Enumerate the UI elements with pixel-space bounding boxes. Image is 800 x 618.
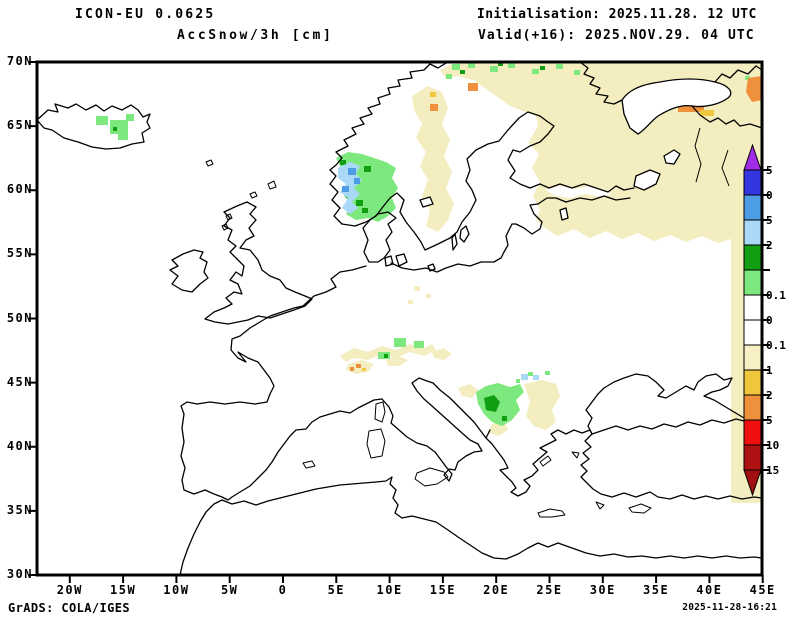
- colorbar-label-0: 5: [766, 164, 773, 177]
- lesbos: [572, 452, 579, 458]
- colorbar-segment-8: [744, 370, 761, 395]
- ireland: [170, 250, 208, 292]
- lat-label-70N: 70N: [0, 54, 33, 68]
- colorbar-segment-4: [744, 270, 761, 295]
- weather-map-page: ICON-EU 0.0625 AccSnow/3h [cm] Initialis…: [0, 0, 800, 618]
- colorbar-label-11: 10: [766, 439, 779, 452]
- west-europe-coast: [181, 266, 382, 500]
- snow-moderate-patches: [113, 62, 545, 421]
- snow-trace-region: [340, 62, 762, 503]
- faroe: [206, 160, 213, 166]
- colorbar-segment-9: [744, 395, 761, 420]
- lat-label-35N: 35N: [0, 503, 33, 517]
- colorbar-label-6: 0: [766, 314, 773, 327]
- colorbar-label-2: 5: [766, 214, 773, 227]
- lon-label-30E: 30E: [581, 583, 625, 597]
- colorbar-label-5: 0.1: [766, 289, 786, 302]
- colorbar-label-12: 15: [766, 464, 779, 477]
- lon-label-5W: 5W: [208, 583, 252, 597]
- gotland: [460, 226, 469, 242]
- colorbar-label-3: 2: [766, 239, 773, 252]
- colorbar-label-1: 0: [766, 189, 773, 202]
- lon-label-40E: 40E: [687, 583, 731, 597]
- colorbar-segment-2: [744, 220, 761, 245]
- lat-label-50N: 50N: [0, 311, 33, 325]
- oland: [452, 234, 457, 250]
- north-africa-coast: [222, 477, 762, 559]
- lon-label-45E: 45E: [741, 583, 785, 597]
- lon-label-15E: 15E: [421, 583, 465, 597]
- euboea: [540, 456, 551, 466]
- funen: [385, 256, 393, 266]
- lon-label-20W: 20W: [48, 583, 92, 597]
- crete: [538, 509, 565, 517]
- colorbar-segment-5: [744, 295, 761, 320]
- colorbar: 5 0 5 2 0.1 0 0.1 1 2 5 10 15: [744, 145, 786, 495]
- lon-label-5E: 5E: [314, 583, 358, 597]
- colorbar-segment-6: [744, 320, 761, 345]
- lat-label-45N: 45N: [0, 375, 33, 389]
- lat-label-65N: 65N: [0, 118, 33, 132]
- sardinia: [367, 429, 385, 458]
- lon-label-0: 0: [261, 583, 305, 597]
- colorbar-label-8: 1: [766, 364, 773, 377]
- lat-label-40N: 40N: [0, 439, 33, 453]
- colorbar-segment-11: [744, 445, 761, 470]
- lon-label-35E: 35E: [634, 583, 678, 597]
- lat-label-30N: 30N: [0, 567, 33, 581]
- colorbar-segment-10: [744, 420, 761, 445]
- mallorca: [303, 461, 315, 468]
- lon-label-25E: 25E: [528, 583, 572, 597]
- shetland: [268, 181, 276, 189]
- colorbar-label-9: 2: [766, 389, 773, 402]
- corsica: [375, 402, 385, 422]
- morocco-atlantic-coast: [180, 500, 222, 575]
- orkney: [250, 192, 257, 198]
- iceland: [37, 104, 150, 149]
- lake-peipus: [560, 208, 568, 220]
- colorbar-segment-7: [744, 345, 761, 370]
- sicily: [415, 468, 448, 486]
- grads-credit: GrADS: COLA/IGES: [8, 601, 130, 615]
- lon-label-10W: 10W: [154, 583, 198, 597]
- rhodes: [596, 502, 604, 509]
- lon-label-10E: 10E: [368, 583, 412, 597]
- plot-timestamp: 2025-11-28-16:21: [577, 602, 777, 613]
- lat-label-55N: 55N: [0, 246, 33, 260]
- great-britain: [205, 202, 312, 324]
- europe-map: 5 0 5 2 0.1 0 0.1 1 2 5 10 15: [0, 0, 800, 618]
- ruegen: [428, 264, 435, 271]
- zealand: [396, 254, 407, 266]
- colorbar-label-7: 0.1: [766, 339, 786, 352]
- colorbar-segment-0: [744, 170, 761, 195]
- colorbar-segment-3: [744, 245, 761, 270]
- colorbar-label-10: 5: [766, 414, 773, 427]
- colorbar-segment-1: [744, 195, 761, 220]
- lon-label-20E: 20E: [474, 583, 518, 597]
- lat-label-60N: 60N: [0, 182, 33, 196]
- lon-label-15W: 15W: [101, 583, 145, 597]
- cyprus: [629, 504, 651, 513]
